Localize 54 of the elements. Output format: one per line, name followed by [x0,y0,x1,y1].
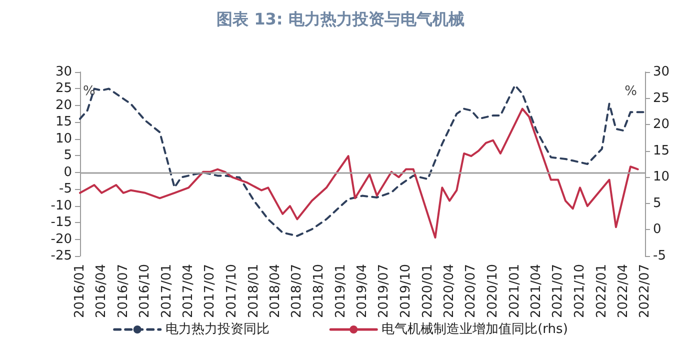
x-tick-label: 2021/10 [572,264,588,318]
chart-title: 图表 13: 电力热力投资与电气机械 [216,10,464,28]
y-tick-label: -5 [59,182,72,197]
y2-tick-label: 0 [653,222,662,238]
x-tick-label: 2022/04 [616,264,631,318]
y-tick-label: 25 [55,81,72,96]
y2-tick-label: 30 [653,64,670,80]
legend-label: 电气机械制造业增加值同比(rhs) [382,322,568,337]
y-tick-label: -15 [50,215,72,230]
x-tick-label: 2020/01 [420,264,436,318]
x-tick-label: 2017/07 [202,264,218,318]
x-tick-label: 2018/10 [312,264,327,318]
x-tick-label: 2021/07 [550,264,566,318]
x-tick-label: 2019/07 [376,264,392,318]
line-series [79,108,639,239]
x-tick-label: 2017/01 [160,264,175,318]
y-tick-label: 5 [64,148,72,164]
x-tick-label: 2018/01 [246,264,262,318]
y-tick-label: -10 [50,198,72,214]
y2-tick-label: 5 [653,196,662,211]
x-tick-label: 2016/10 [138,264,153,318]
x-tick-label: 2021/01 [508,264,522,318]
x-tick-label: 2020/07 [464,264,479,318]
x-tick-label: 2020/10 [486,264,501,318]
x-tick-label: 2016/01 [72,264,88,318]
y2-tick-label: 25 [653,90,670,106]
legend-label: 电力热力投资同比 [165,322,270,337]
line-series [79,84,646,237]
x-tick-label: 2016/04 [94,264,110,318]
y-tick-label: 0 [64,164,72,180]
x-tick-label: 2021/04 [528,264,544,318]
y2-tick-label: -5 [653,248,666,264]
x-tick-label: 2016/07 [116,264,131,318]
y-axis-title: % [83,84,96,99]
x-tick-label: 2018/04 [268,264,283,318]
x-tick-label: 2019/10 [398,264,414,318]
y-tick-label: 20 [55,98,72,113]
x-tick-label: 2018/07 [290,264,305,318]
y-tick-label: 15 [55,114,72,130]
x-tick-label: 2019/04 [354,264,370,318]
x-tick-label: 2017/04 [181,264,196,318]
y-tick-label: -25 [50,248,72,264]
x-tick-label: 2022/07 [638,264,652,318]
y2-axis-title: % [624,84,637,99]
y2-tick-label: 20 [653,117,670,132]
y-tick-label: 10 [55,131,72,146]
y2-tick-label: 10 [653,170,670,185]
x-tick-label: 2022/01 [594,264,610,318]
x-tick-label: 2017/10 [224,264,240,318]
y-tick-label: 30 [55,64,72,80]
y2-tick-label: 15 [653,143,670,158]
y-tick-label: -20 [50,232,72,247]
x-tick-label: 2020/04 [442,264,458,318]
x-tick-label: 2019/01 [333,264,348,318]
